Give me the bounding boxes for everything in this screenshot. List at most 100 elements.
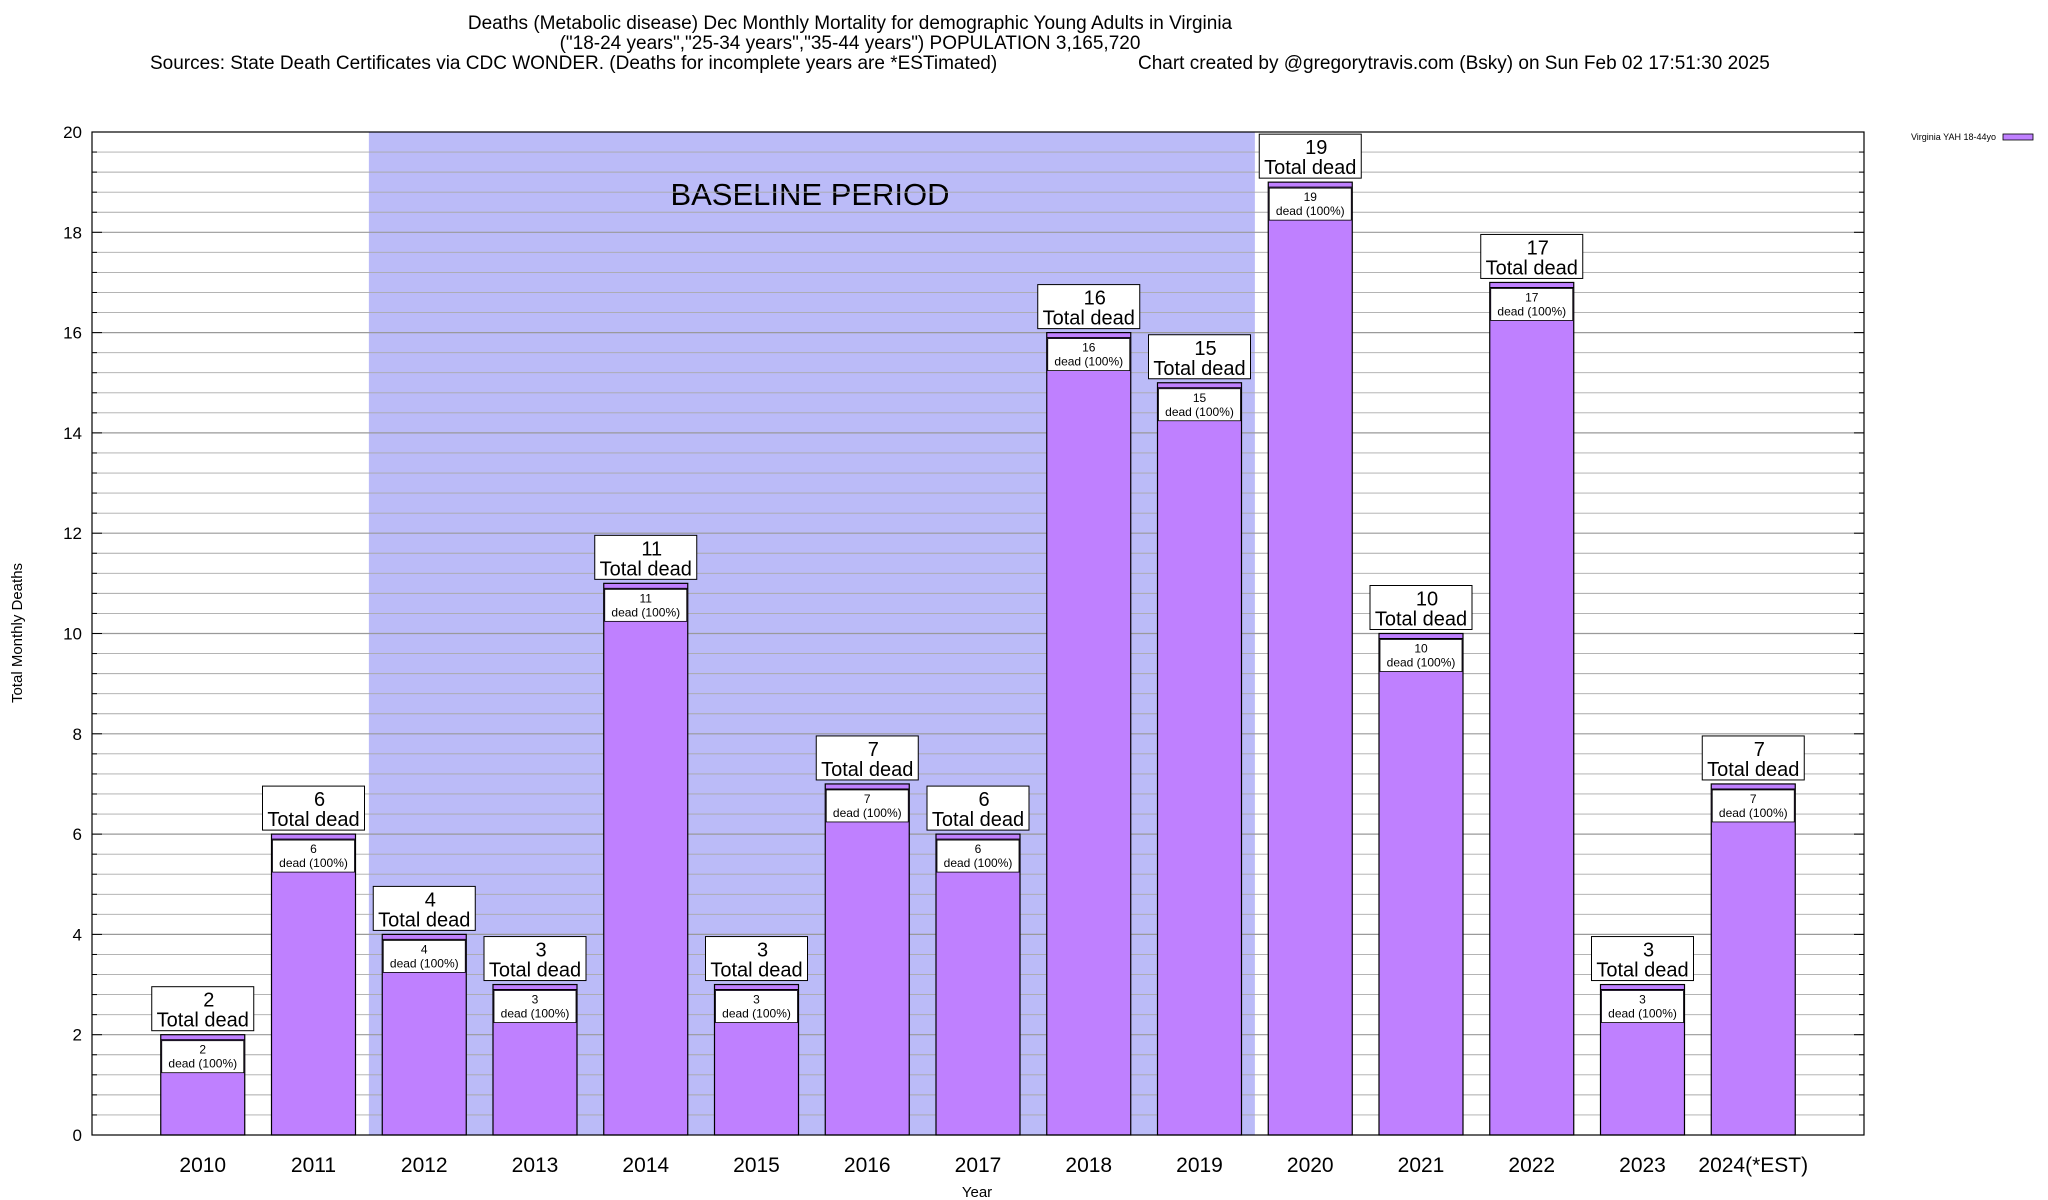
bar-2024(*EST): [1710, 783, 1796, 1136]
total-value: 15: [1194, 338, 1216, 360]
bar-inner-value: 17: [1525, 290, 1539, 304]
x-axis-label: Year: [962, 1184, 992, 1200]
baseline-label: BASELINE PERIOD: [670, 177, 949, 212]
bar-inner-value: 11: [640, 591, 653, 605]
bar-inner-value: 7: [1750, 792, 1757, 806]
bar-inner-label-box: [1158, 388, 1241, 422]
y-tick-label: 14: [63, 424, 82, 443]
bar-inner-value: 2: [199, 1043, 206, 1057]
total-label-box: [926, 785, 1030, 831]
plot-frame: [91, 131, 1865, 1136]
total-label-text: Total dead: [1043, 308, 1135, 330]
bar-inner-label-box: [1601, 990, 1684, 1023]
x-tick-label: 2018: [1065, 1154, 1112, 1177]
total-label-box: [1037, 284, 1141, 330]
bar-inner-value: 15: [1193, 391, 1207, 405]
bar-inner-label-box: [1490, 288, 1574, 321]
bar-2016: [824, 783, 910, 1136]
total-label-text: Total dead: [821, 759, 913, 781]
bar-inner-pct: dead (100%): [1165, 405, 1234, 419]
x-tick-label: 2014: [622, 1154, 669, 1177]
total-value: 3: [1643, 940, 1654, 962]
bar-inner-value: 19: [1304, 190, 1318, 204]
x-tick-label: 2024(*EST): [1698, 1154, 1808, 1177]
x-tick-label: 2017: [955, 1154, 1002, 1177]
x-tick-label: 2023: [1619, 1154, 1666, 1177]
total-label-box: [151, 986, 255, 1032]
total-value: 3: [535, 940, 546, 962]
y-tick-label: 4: [73, 925, 82, 944]
y-axis-label: Total Monthly Deaths: [9, 563, 26, 703]
chart-title: Deaths (Metabolic disease) Dec Monthly M…: [467, 13, 1233, 34]
y-tick-label: 8: [73, 725, 82, 744]
y-tick-label: 12: [63, 524, 82, 543]
bar-inner-pct: dead (100%): [944, 856, 1013, 870]
bar-inner-label-box: [604, 588, 688, 622]
bar-2021: [1378, 632, 1464, 1136]
bar-inner-pct: dead (100%): [1608, 1007, 1677, 1021]
x-tick-label: 2020: [1287, 1154, 1334, 1177]
bar-inner-value: 3: [753, 993, 760, 1007]
bar-2018: [1046, 332, 1132, 1136]
bar-inner-pct: dead (100%): [611, 605, 680, 619]
total-label-text: Total dead: [489, 960, 581, 982]
total-label-text: Total dead: [378, 909, 470, 931]
total-label-box: [262, 785, 365, 831]
chart-credit: Chart created by @gregorytravis.com (Bsk…: [1138, 53, 1770, 74]
x-tick-label: 2012: [401, 1154, 448, 1177]
bar-inner-value: 6: [310, 842, 317, 856]
total-label-text: Total dead: [1707, 759, 1799, 781]
total-label-text: Total dead: [1486, 257, 1578, 279]
bar-inner-label-box: [493, 990, 577, 1023]
bar-inner-pct: dead (100%): [168, 1057, 237, 1071]
bar-inner-label-box: [1711, 789, 1795, 823]
total-label-text: Total dead: [600, 558, 692, 580]
bar-inner-value: 3: [532, 993, 539, 1007]
total-value: 10: [1416, 589, 1438, 611]
x-tick-label: 2016: [844, 1154, 891, 1177]
legend-label: Virginia YAH 18-44yo: [1911, 132, 1996, 142]
total-value: 2: [203, 990, 214, 1012]
total-label-box: [1480, 233, 1584, 279]
total-label-box: [372, 885, 476, 931]
bar-inner-label-box: [715, 990, 798, 1023]
total-label-box: [1701, 735, 1805, 781]
total-value: 7: [1754, 739, 1765, 761]
bar-inner-label-box: [161, 1040, 245, 1074]
y-tick-label: 2: [73, 1026, 82, 1045]
total-label-text: Total dead: [1153, 358, 1245, 380]
bar-inner-label-box: [825, 789, 909, 823]
legend-swatch: [2002, 133, 2034, 141]
total-label-box: [1369, 585, 1473, 630]
total-label-text: Total dead: [1375, 609, 1467, 631]
bar-2011: [270, 833, 357, 1136]
total-label-text: Total dead: [1596, 960, 1688, 982]
total-value: 16: [1084, 288, 1106, 310]
total-label-text: Total dead: [267, 809, 359, 831]
total-label-text: Total dead: [157, 1010, 249, 1032]
total-value: 4: [425, 889, 436, 911]
bar-inner-pct: dead (100%): [279, 856, 348, 870]
bar-2014: [603, 582, 689, 1136]
total-value: 11: [641, 538, 662, 560]
total-label-box: [1591, 936, 1694, 982]
total-label-box: [594, 534, 698, 580]
bar-inner-value: 6: [975, 842, 982, 856]
chart-source-note: Sources: State Death Certificates via CD…: [150, 53, 998, 74]
y-tick-label: 16: [63, 324, 82, 343]
bar-inner-pct: dead (100%): [1054, 355, 1123, 369]
bar-inner-label-box: [936, 839, 1020, 873]
total-label-box: [705, 936, 808, 982]
x-tick-label: 2019: [1176, 1154, 1223, 1177]
total-label-text: Total dead: [932, 809, 1024, 831]
bar-inner-pct: dead (100%): [1719, 806, 1788, 820]
x-tick-label: 2010: [179, 1154, 226, 1177]
bar-inner-pct: dead (100%): [390, 956, 459, 970]
bar-inner-value: 3: [1639, 993, 1646, 1007]
y-tick-label: 10: [63, 625, 82, 644]
y-tick-label: 6: [73, 825, 82, 844]
x-tick-label: 2021: [1398, 1154, 1445, 1177]
total-label-box: [815, 735, 919, 781]
x-tick-label: 2022: [1508, 1154, 1555, 1177]
bar-inner-pct: dead (100%): [833, 806, 902, 820]
